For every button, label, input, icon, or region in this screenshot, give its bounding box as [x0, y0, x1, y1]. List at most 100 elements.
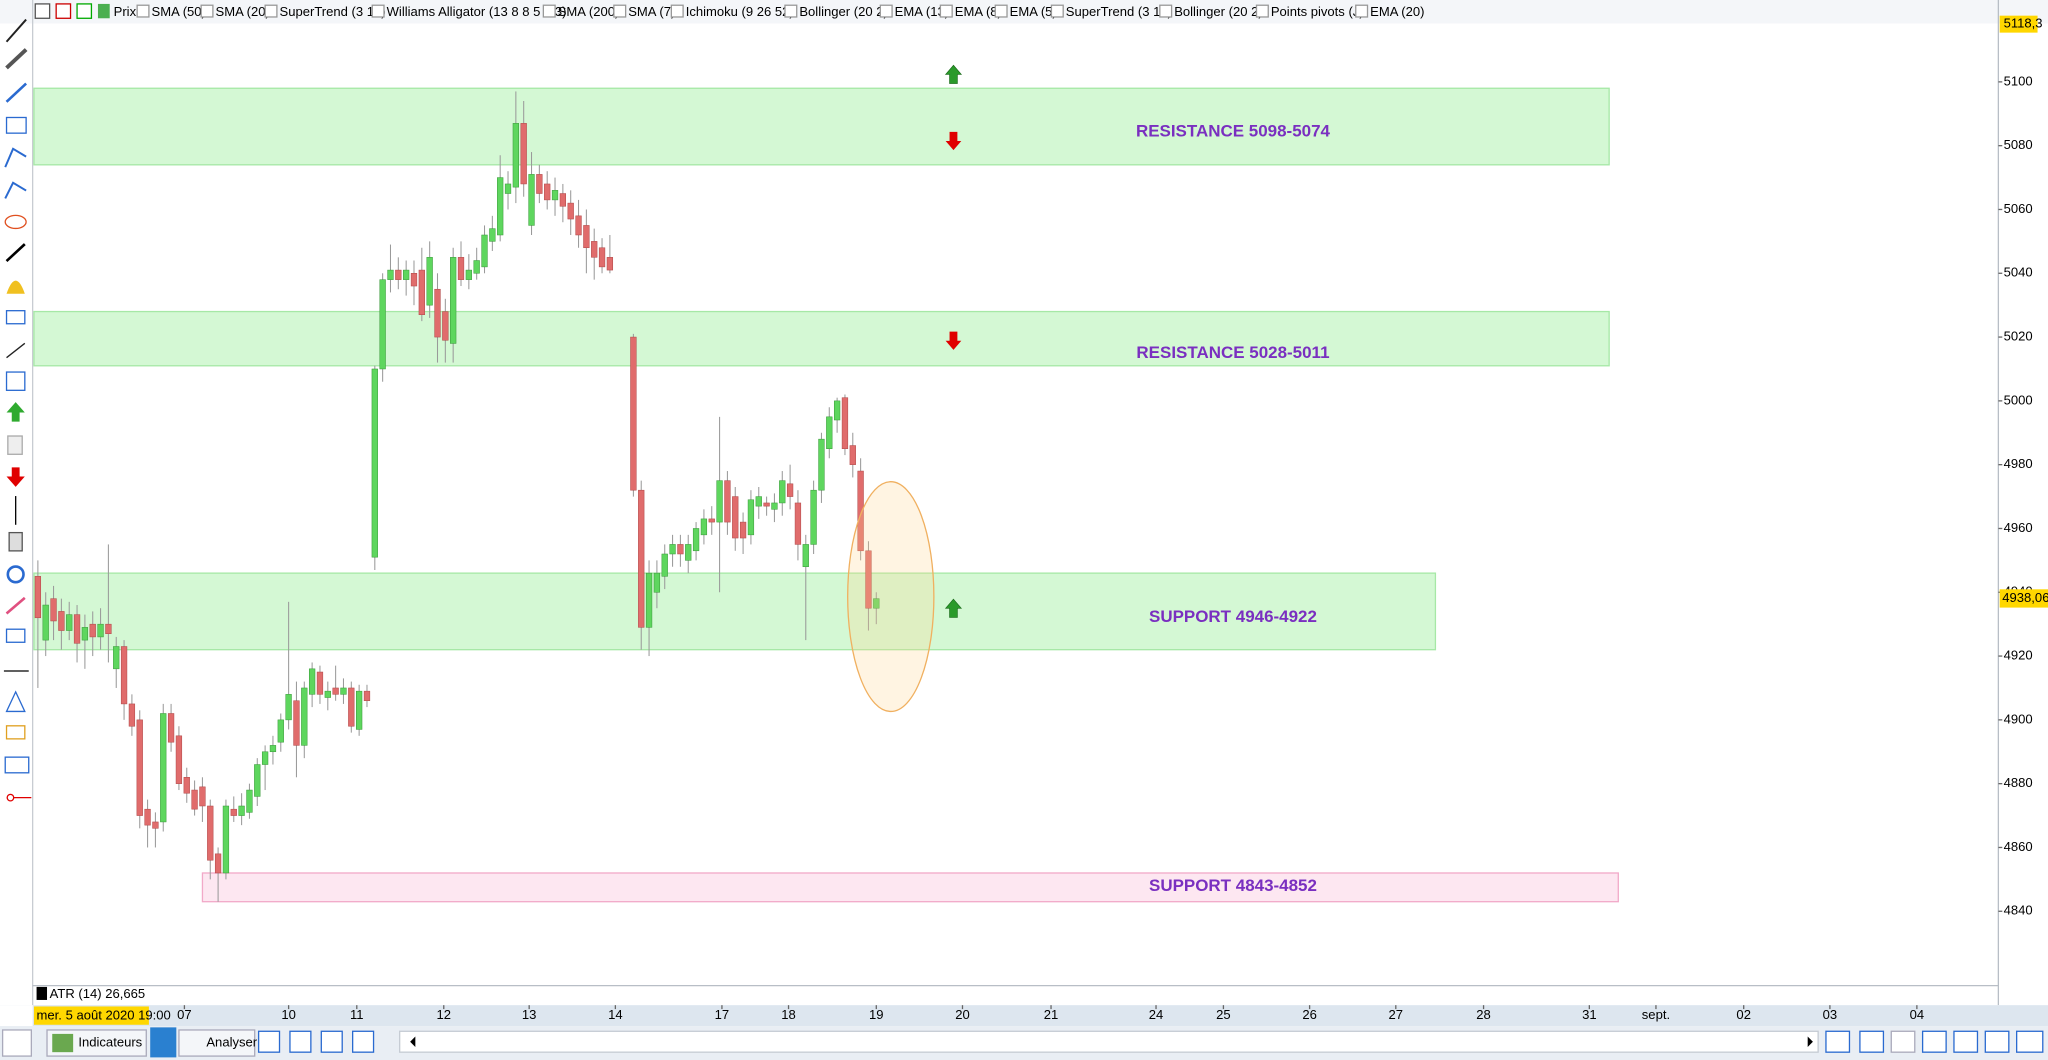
scroll-right[interactable] [1807, 1036, 1813, 1047]
tool-button[interactable] [320, 1030, 343, 1053]
tool-copy[interactable] [7, 435, 23, 455]
window-button[interactable] [34, 3, 51, 19]
y-tick-label: 5060 [2004, 201, 2033, 216]
overlay-checkbox[interactable] [1159, 4, 1173, 18]
overlay-label[interactable]: Prix [114, 4, 137, 19]
overlay-label[interactable]: EMA (5) [1010, 4, 1057, 19]
tool-arc[interactable] [4, 181, 27, 199]
overlay-checkbox[interactable] [542, 4, 556, 18]
overlay-checkbox[interactable] [136, 4, 150, 18]
overlay-label[interactable]: SMA (50) [152, 4, 206, 19]
overlay-label[interactable]: SuperTrend (3 10) [1066, 4, 1172, 19]
analyse-button[interactable] [178, 1029, 256, 1057]
tool-ellipse[interactable] [4, 214, 27, 230]
tool-channel[interactable] [5, 82, 28, 103]
overlay-label[interactable]: Points pivots (J) [1271, 4, 1364, 19]
overlay-label[interactable]: EMA (20) [1370, 4, 1424, 19]
overlay-label[interactable]: EMA (13) [895, 4, 949, 19]
overlay-checkbox[interactable] [371, 4, 385, 18]
redo-button[interactable] [1890, 1030, 1916, 1053]
overlay-label[interactable]: SMA (200) [558, 4, 620, 19]
overlay-label[interactable]: Williams Alligator (13 8 8 5 5 3) [387, 4, 567, 19]
calendar-button[interactable] [1825, 1030, 1851, 1053]
candle-body [246, 789, 253, 813]
tool-button[interactable] [257, 1030, 281, 1053]
overlay-checkbox[interactable] [670, 4, 684, 18]
overlay-label[interactable]: SuperTrend (3 10) [280, 4, 386, 19]
last-price-label: 4938,06 [2002, 590, 2048, 605]
candle-body [66, 614, 73, 631]
analyse-label: Analyser [206, 1034, 257, 1049]
tool-segment[interactable] [6, 342, 26, 359]
share-button[interactable] [150, 1027, 177, 1058]
tool-arrow[interactable] [5, 243, 26, 263]
overlay-checkbox[interactable] [613, 4, 627, 18]
x-tick-label: 17 [715, 1007, 730, 1022]
candle-body [865, 550, 872, 609]
candle-body [105, 623, 112, 634]
tool-line[interactable] [5, 18, 27, 43]
chart-type-button[interactable] [1, 1029, 32, 1057]
down-button[interactable] [55, 3, 72, 19]
overlay-checkbox[interactable] [1255, 4, 1269, 18]
overlay-checkbox[interactable] [784, 4, 798, 18]
overlay-label[interactable]: EMA (8) [955, 4, 1002, 19]
tool-fibo[interactable] [5, 116, 27, 134]
overlay-checkbox[interactable] [1355, 4, 1369, 18]
candle-body [191, 789, 198, 810]
undo-button[interactable] [1859, 1030, 1885, 1053]
tool-zoom-rect[interactable] [5, 628, 26, 643]
tool-button[interactable] [289, 1030, 312, 1053]
overlay-label[interactable]: SMA (20) [216, 4, 270, 19]
tool-fan[interactable] [4, 147, 27, 168]
indicator-swatch [36, 986, 48, 1000]
tool-pencil[interactable] [5, 596, 26, 615]
candle-body [802, 544, 809, 568]
tool-delete[interactable] [8, 531, 23, 552]
zoom-out-button[interactable] [1953, 1030, 1979, 1053]
overlay-checkbox[interactable] [939, 4, 953, 18]
date-axis-labels: 07 10 11 12 13 14 17 18 19 20 21 24 25 26 27 28 31 sept. 0… [177, 1005, 1924, 1022]
candle-body [238, 805, 245, 816]
overlay-checkbox[interactable] [1050, 4, 1064, 18]
overlay-label[interactable]: Ichimoku (9 26 52) [686, 4, 794, 19]
keyboard-button[interactable] [2015, 1030, 2044, 1053]
candle-body [160, 713, 167, 823]
tool-triangle[interactable] [5, 690, 26, 713]
tool-alert[interactable] [6, 280, 25, 294]
tool-measure[interactable] [5, 725, 26, 740]
up-button[interactable] [76, 3, 93, 19]
candle-body [426, 257, 433, 306]
candle-body [732, 496, 739, 539]
x-tick-label: 19 [869, 1007, 884, 1022]
overlay-checkbox[interactable] [264, 4, 278, 18]
scrollbar[interactable] [399, 1030, 1819, 1053]
candle-body [254, 764, 261, 797]
tool-brush[interactable] [5, 48, 28, 70]
candle-body [779, 480, 786, 504]
overlay-label[interactable]: SMA (7) [628, 4, 675, 19]
overlay-checkbox[interactable] [879, 4, 893, 18]
tool-rect[interactable] [5, 310, 26, 325]
candle-body [207, 805, 214, 861]
overlay-label[interactable]: Bollinger (20 2) [799, 4, 888, 19]
tool-percent[interactable] [4, 756, 30, 774]
tool-button[interactable] [352, 1030, 375, 1053]
overlay-label[interactable]: Bollinger (20 2) [1174, 4, 1263, 19]
overlay-checkbox[interactable] [994, 4, 1008, 18]
tool-up-arrow[interactable] [6, 402, 25, 422]
axis-corner [0, 1005, 33, 1027]
tool-text[interactable] [5, 371, 26, 391]
candle-body [473, 260, 480, 274]
tool-move[interactable] [6, 565, 25, 584]
indicator-label: ATR (14) 26,665 [50, 986, 146, 1001]
top-toolbar [0, 0, 2048, 24]
zoom-fit-button[interactable] [1921, 1030, 1947, 1053]
overlay-checkbox[interactable] [200, 4, 214, 18]
zoom-in-button[interactable] [1984, 1030, 2010, 1053]
tool-down-arrow[interactable] [6, 467, 25, 487]
x-tick-label: 13 [522, 1007, 537, 1022]
drawing-tools [3, 18, 32, 802]
candle-body [591, 241, 598, 258]
scroll-left[interactable] [410, 1036, 416, 1047]
